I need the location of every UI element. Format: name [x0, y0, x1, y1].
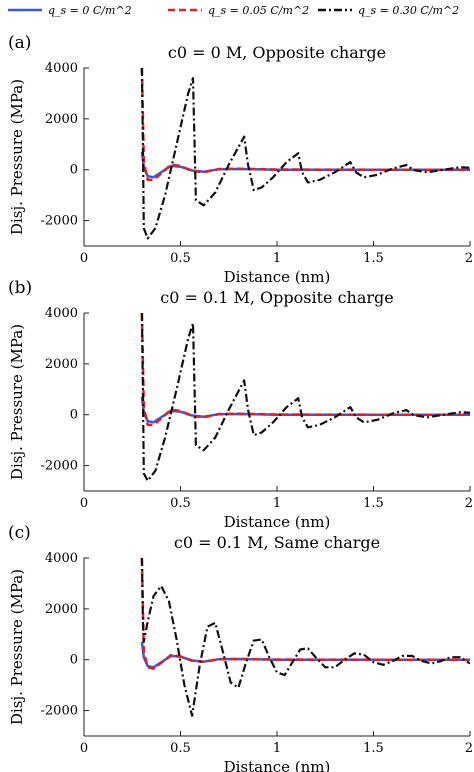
y-axis-label: Disj. Pressure (MPa) — [8, 324, 26, 480]
x-tick-label: 2 — [465, 741, 473, 756]
y-tick-label: 2000 — [45, 357, 78, 372]
series-line — [140, 68, 470, 240]
series-line — [140, 313, 470, 427]
x-tick-label: 0.5 — [170, 741, 191, 756]
y-tick-label: -2000 — [41, 214, 78, 229]
legend-label: q_s = 0.05 C/m^2 — [208, 4, 309, 17]
x-tick-label: 2 — [465, 496, 473, 511]
y-tick-label: -2000 — [41, 459, 78, 474]
x-axis-label: Distance (nm) — [224, 758, 331, 772]
x-tick-label: 1 — [273, 496, 281, 511]
series-group — [140, 558, 470, 717]
chart-panel: (b) c0 = 0.1 M, Opposite charge -2000 0 2000… — [8, 278, 473, 531]
x-tick-label: 0 — [80, 496, 88, 511]
y-axis-label: Disj. Pressure (MPa) — [8, 569, 26, 725]
series-line — [140, 68, 470, 182]
series-line — [140, 558, 470, 717]
panel-label: (b) — [8, 278, 32, 298]
chart-title: c0 = 0.1 M, Same charge — [174, 533, 380, 552]
series-line — [140, 396, 470, 424]
legend-label: q_s = 0 C/m^2 — [48, 4, 132, 17]
x-tick-label: 1.5 — [363, 496, 384, 511]
series-line — [140, 313, 470, 482]
chart-panel: (c) c0 = 0.1 M, Same charge -2000 0 2000 4000… — [8, 523, 473, 772]
legend-label: q_s = 0.30 C/m^2 — [358, 4, 459, 17]
y-tick-label: 0 — [70, 653, 78, 668]
y-tick-label: 4000 — [45, 61, 78, 76]
panel-label: (a) — [8, 33, 31, 53]
x-tick-label: 1 — [273, 741, 281, 756]
y-tick-label: 2000 — [45, 112, 78, 127]
y-tick-label: 0 — [70, 163, 78, 178]
legend-item: q_s = 0.05 C/m^2 — [168, 4, 309, 17]
series-line — [140, 558, 470, 670]
chart-title: c0 = 0 M, Opposite charge — [168, 43, 386, 62]
x-tick-label: 0 — [80, 741, 88, 756]
x-tick-label: 0 — [80, 251, 88, 266]
x-tick-label: 2 — [465, 251, 473, 266]
legend-item: q_s = 0 C/m^2 — [8, 4, 132, 17]
chart-panel: (a) c0 = 0 M, Opposite charge -2000 0 2000 40… — [8, 33, 473, 286]
legend: q_s = 0 C/m^2 q_s = 0.05 C/m^2 q_s = 0.30 … — [8, 4, 459, 17]
series-group — [140, 313, 470, 482]
x-axis-label: Distance (nm) — [224, 268, 331, 286]
y-tick-label: -2000 — [41, 704, 78, 719]
x-tick-label: 1.5 — [363, 741, 384, 756]
x-tick-label: 0.5 — [170, 251, 191, 266]
legend-item: q_s = 0.30 C/m^2 — [318, 4, 459, 17]
panel-label: (c) — [8, 523, 31, 543]
x-tick-label: 1 — [273, 251, 281, 266]
chart-panels: (a) c0 = 0 M, Opposite charge-20000200040… — [8, 33, 473, 772]
y-tick-label: 0 — [70, 408, 78, 423]
series-group — [140, 68, 470, 240]
chart-title: c0 = 0.1 M, Opposite charge — [160, 288, 394, 307]
x-axis-label: Distance (nm) — [224, 513, 331, 531]
x-tick-label: 0.5 — [170, 496, 191, 511]
y-axis-label: Disj. Pressure (MPa) — [8, 79, 26, 235]
y-tick-label: 2000 — [45, 602, 78, 617]
series-line — [140, 151, 470, 179]
y-tick-label: 4000 — [45, 551, 78, 566]
x-tick-label: 1.5 — [363, 251, 384, 266]
series-line — [140, 641, 470, 669]
y-tick-label: 4000 — [45, 306, 78, 321]
